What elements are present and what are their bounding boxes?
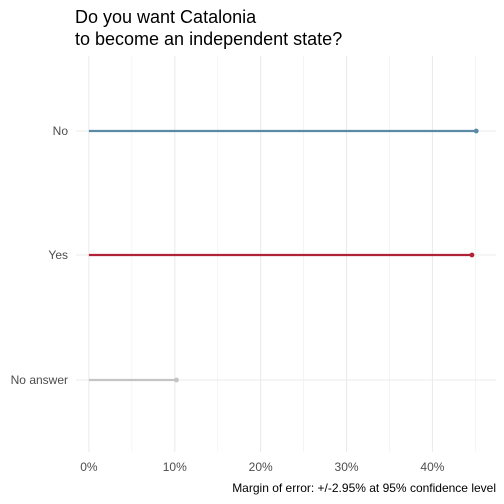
y-tick-label: No [53, 124, 69, 138]
chart-caption: Margin of error: +/-2.95% at 95% confide… [232, 481, 496, 495]
chart-title: Do you want Catalonia to become an indep… [75, 6, 342, 50]
point-no-answer [174, 377, 179, 383]
point-no [473, 128, 479, 134]
x-tick-label: 40% [420, 460, 444, 474]
chart-title-line-2: to become an independent state? [75, 29, 343, 49]
y-tick-label: No answer [11, 373, 68, 387]
x-tick-label: 30% [335, 460, 359, 474]
x-tick-label: 10% [163, 460, 187, 474]
x-tick-label: 0% [80, 460, 98, 474]
point-yes [469, 252, 475, 258]
y-tick-label: Yes [48, 248, 68, 262]
x-tick-label: 20% [249, 460, 273, 474]
chart-title-line-1: Do you want Catalonia [75, 7, 257, 27]
